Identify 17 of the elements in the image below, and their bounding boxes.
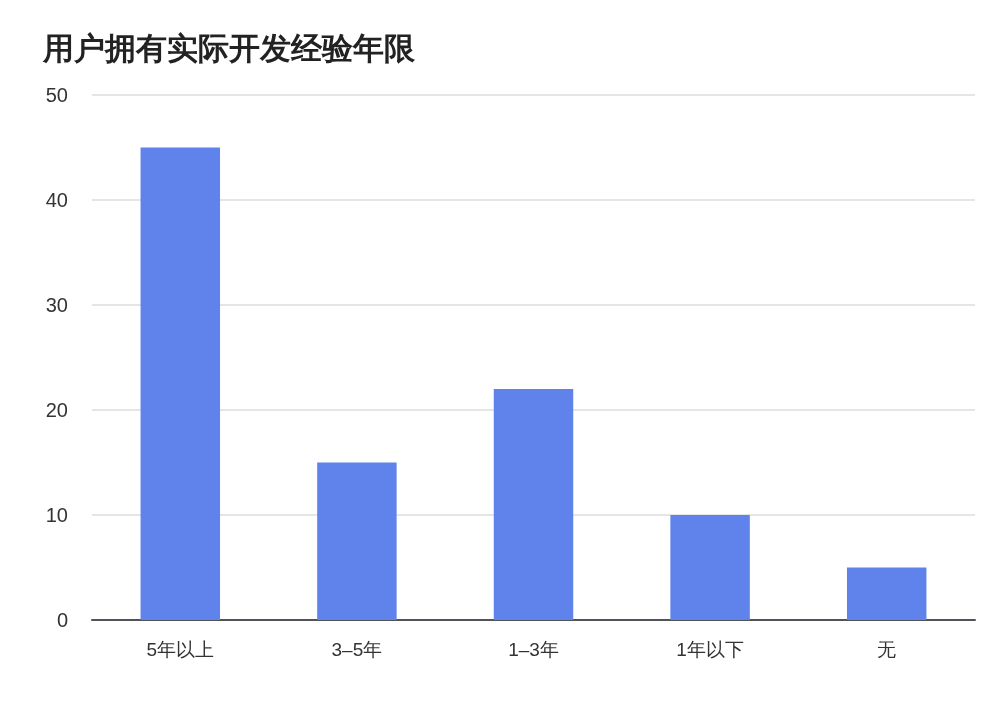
y-tick-label: 0 — [56, 609, 68, 631]
x-tick-label: 1–3年 — [508, 639, 559, 660]
bar — [140, 147, 221, 620]
x-tick-label: 1年以下 — [676, 639, 744, 660]
y-tick-label: 40 — [45, 189, 68, 211]
bar — [493, 389, 574, 620]
bar — [317, 462, 397, 620]
y-tick-label: 10 — [45, 504, 68, 526]
x-tick-label: 无 — [877, 639, 897, 660]
x-tick-label: 5年以上 — [146, 639, 215, 660]
x-tick-label: 3–5年 — [331, 639, 383, 660]
y-tick-label: 20 — [45, 399, 68, 421]
bar — [670, 515, 750, 620]
y-tick-label: 30 — [45, 294, 68, 316]
y-tick-label: 50 — [45, 84, 68, 106]
chart-title: 用户拥有实际开发经验年限 — [42, 31, 416, 66]
bar — [846, 567, 927, 620]
